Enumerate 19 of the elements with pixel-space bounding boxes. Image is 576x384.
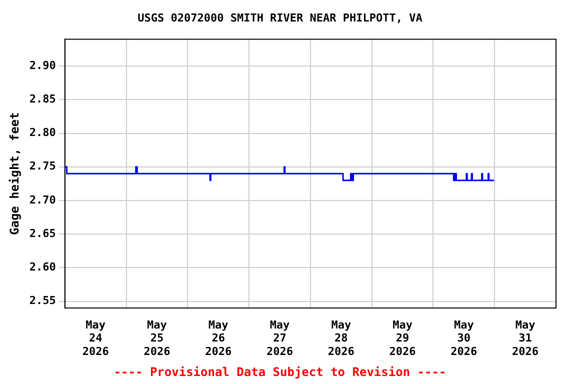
x-tick-label: May 31 2026 xyxy=(512,318,539,358)
x-tick-label: May 29 2026 xyxy=(389,318,416,358)
x-tick-label: May 27 2026 xyxy=(266,318,294,358)
y-tick-label: 2.65 xyxy=(29,226,56,240)
x-tick-label: May 25 2026 xyxy=(144,318,171,358)
y-tick-label: 2.70 xyxy=(29,193,56,206)
y-tick-label: 2.85 xyxy=(29,92,56,106)
y-tick-label: 2.80 xyxy=(29,126,56,140)
y-tick-label: 2.75 xyxy=(29,160,56,173)
y-axis-title: Gage height, feet xyxy=(7,112,22,236)
y-tick-label: 2.55 xyxy=(29,294,56,308)
y-tick-label: 2.60 xyxy=(29,260,56,274)
text: ---- Provisional Data Subject to Revision ---- xyxy=(114,364,446,379)
x-tick-label: May 30 2026 xyxy=(450,318,478,358)
x-tick-label: May 28 2026 xyxy=(328,318,355,358)
x-tick-label: May 26 2026 xyxy=(205,318,232,358)
chart-title: USGS 02072000 SMITH RIVER NEAR PHILPOTT, VA xyxy=(138,11,423,24)
x-tick-label: May 24 2026 xyxy=(82,318,110,358)
y-tick-label: 2.90 xyxy=(29,58,56,72)
